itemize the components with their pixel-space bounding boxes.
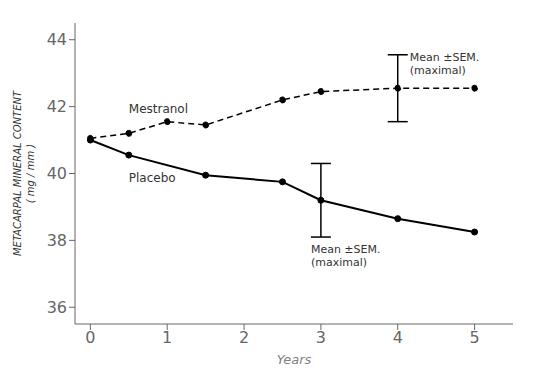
svg-text:4: 4: [393, 328, 403, 347]
svg-text:3: 3: [316, 328, 326, 347]
svg-text:Years: Years: [277, 352, 312, 367]
svg-text:Mean ±SEM.(maximal): Mean ±SEM.(maximal): [311, 243, 381, 269]
svg-text:40: 40: [47, 164, 67, 183]
svg-text:1: 1: [162, 328, 172, 347]
svg-text:38: 38: [47, 231, 67, 250]
svg-text:Mestranol: Mestranol: [129, 102, 188, 116]
svg-text:5: 5: [469, 328, 479, 347]
svg-text:Placebo: Placebo: [129, 171, 176, 185]
svg-text:36: 36: [47, 298, 67, 317]
svg-text:42: 42: [47, 97, 67, 116]
svg-text:METACARPAL MINERAL CONTENT( mg: METACARPAL MINERAL CONTENT( mg / mm ): [11, 90, 35, 256]
svg-text:44: 44: [47, 30, 67, 49]
svg-text:Mean ±SEM.(maximal): Mean ±SEM.(maximal): [410, 51, 480, 77]
svg-text:0: 0: [85, 328, 95, 347]
svg-text:2: 2: [239, 328, 249, 347]
